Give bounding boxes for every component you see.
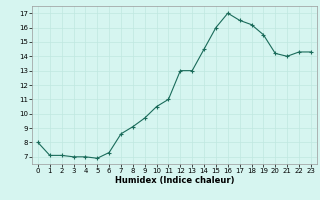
X-axis label: Humidex (Indice chaleur): Humidex (Indice chaleur) — [115, 176, 234, 185]
